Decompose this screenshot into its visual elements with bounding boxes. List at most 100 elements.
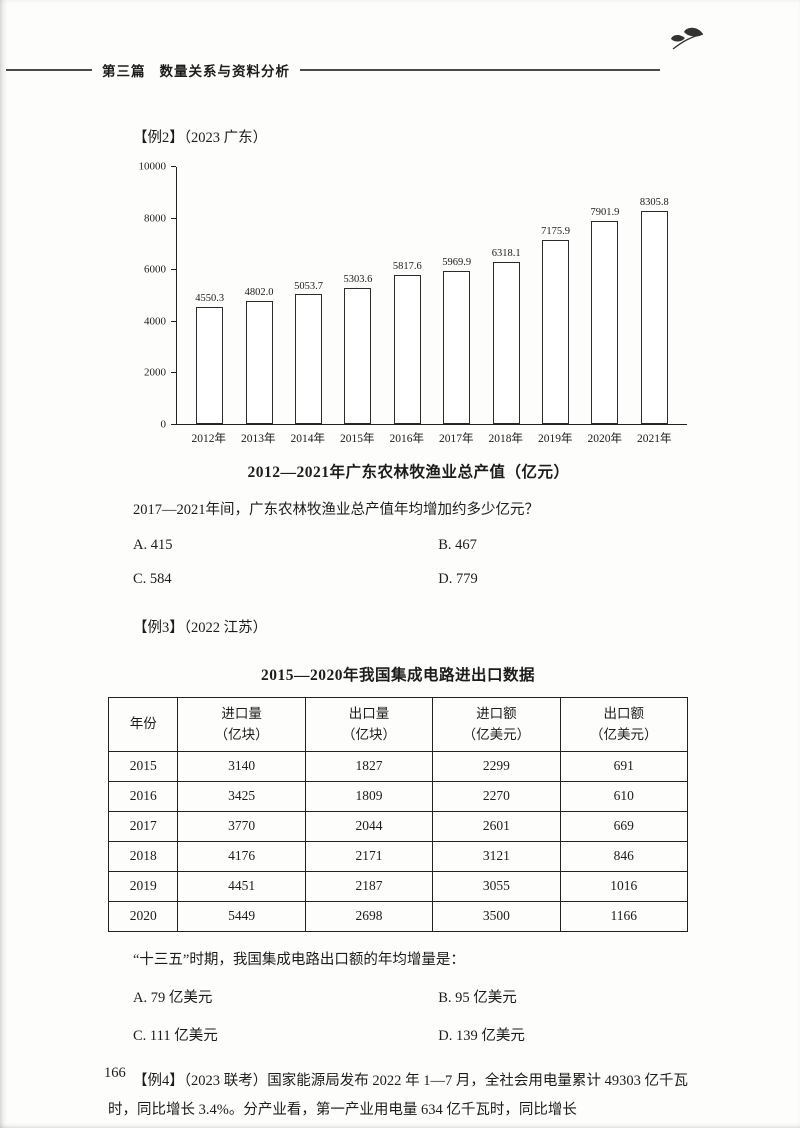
table-header-row: 年份 进口量 （亿块） 出口量 （亿块） 进口额 （亿美元） <box>107 696 689 752</box>
table-cell: 2017 <box>107 810 179 842</box>
x-axis-label: 2012年 <box>191 433 227 445</box>
header-line: （亿块） <box>342 727 397 743</box>
bar-value-label: 5969.9 <box>442 256 472 268</box>
table-row: 2020 5449 2698 3500 1166 <box>107 900 689 932</box>
table-cell: 4176 <box>177 840 306 872</box>
table-header-cell: 进口量 （亿块） <box>177 696 306 752</box>
bar-group: 7175.9 <box>531 167 580 424</box>
table-cell: 3121 <box>432 840 561 872</box>
example4-paragraph: 【例4】（2023 联考）国家能源局发布 2022 年 1—7 月，全社会用电量… <box>108 1073 688 1119</box>
table-cell: 2019 <box>107 870 179 902</box>
x-axis-label: 2014年 <box>290 433 326 445</box>
bar <box>245 300 273 424</box>
example2-option-b: B. 467 <box>438 536 477 553</box>
header-line: 进口量 <box>221 705 262 721</box>
table-cell: 1166 <box>559 900 689 932</box>
table-cell: 3500 <box>432 900 561 932</box>
example2-option-d: D. 779 <box>438 570 478 587</box>
bar <box>542 239 570 424</box>
example3-question: “十三五”时期，我国集成电路出口额的年均增量是： <box>133 951 465 968</box>
header-rule-right <box>300 69 660 71</box>
bar-value-label: 6318.1 <box>491 248 521 260</box>
table-header-cell: 出口额 （亿美元） <box>559 696 689 752</box>
header-line: （亿块） <box>214 727 269 743</box>
table-cell: 2698 <box>304 900 434 932</box>
table-cell: 2016 <box>107 780 179 812</box>
y-axis-tick-label: 0 <box>160 418 167 431</box>
bar-group: 5969.9 <box>432 167 481 424</box>
page-number: 166 <box>104 1065 126 1081</box>
example3-options: A. 79 亿美元 B. 95 亿美元 C. 111 亿美元 D. 139 亿美… <box>108 986 688 1045</box>
table-cell: 3055 <box>432 870 561 902</box>
header-line: 出口量 <box>348 705 390 721</box>
bar <box>196 307 224 424</box>
table-cell: 1827 <box>304 750 434 782</box>
header-line: 进口额 <box>476 705 517 721</box>
bar-value-label: 7175.9 <box>541 226 570 237</box>
table-cell: 1809 <box>304 780 434 812</box>
table-header-cell: 进口额 （亿美元） <box>432 696 561 752</box>
bar-group: 5303.6 <box>333 167 382 424</box>
table-cell: 2044 <box>304 810 434 842</box>
table-cell: 846 <box>559 840 689 872</box>
table-cell: 2187 <box>304 870 434 902</box>
x-axis-label: 2021年 <box>637 433 672 445</box>
example2-label: 【例2】（2023 广东） <box>133 130 268 146</box>
chart-plot: 4550.3 4802.0 5053.7 5303.6 5817.6 5969.9 6318… <box>176 167 687 425</box>
table-cell: 2171 <box>304 840 434 872</box>
bar <box>344 287 372 424</box>
table-row: 2018 4176 2171 3121 846 <box>107 840 689 872</box>
chart-y-axis: 0 2000 4000 6000 8000 10000 <box>130 161 176 430</box>
table-row: 2019 4451 2187 3055 1016 <box>107 870 689 902</box>
table-cell: 2020 <box>107 900 179 932</box>
bar-group: 6318.1 <box>481 167 530 424</box>
example3-option-b: B. 95 亿美元 <box>438 990 517 1007</box>
bar <box>393 274 421 424</box>
example2-question: 2017—2021年间，广东农林牧渔业总产值年均增加约多少亿元？ <box>133 502 539 518</box>
bar-value-label: 5817.6 <box>392 260 422 272</box>
example3-label: 【例3】（2022 江苏） <box>133 619 268 636</box>
y-axis-tick-mark <box>171 320 176 322</box>
table-body: 2015 3140 1827 2299 691 2016 3425 1809 2270 610 20… <box>107 750 689 932</box>
chart-x-labels: 2012年 2013年 2014年 2015年 2016年 2017年 2018年 2019年… <box>176 425 687 446</box>
table-cell: 2015 <box>107 750 179 782</box>
x-axis-label: 2017年 <box>439 433 474 445</box>
bar <box>640 210 668 424</box>
table-title: 2015—2020年我国集成电路进出口数据 <box>260 666 535 684</box>
example3-option-a: A. 79 亿美元 <box>133 990 213 1007</box>
header-line: （亿美元） <box>590 727 658 743</box>
header-line: 年份 <box>129 716 157 732</box>
table-head: 年份 进口量 （亿块） 出口量 （亿块） 进口额 （亿美元） <box>107 696 689 752</box>
header-title: 数量关系与资料分析 <box>159 64 290 79</box>
header-line: 出口额 <box>603 705 645 721</box>
x-axis-label: 2013年 <box>241 433 276 445</box>
y-axis-tick-mark <box>171 372 176 374</box>
y-axis-tick-mark <box>171 166 176 167</box>
x-axis-label: 2016年 <box>389 433 425 445</box>
x-axis-label: 2015年 <box>340 433 375 445</box>
bar-value-label: 7901.9 <box>590 207 620 219</box>
y-axis-tick-mark <box>171 217 176 219</box>
bar-group: 4550.3 <box>185 167 234 424</box>
table-cell: 691 <box>559 750 689 782</box>
bar-group: 7901.9 <box>580 167 629 424</box>
page-header: 第三篇 数量关系与资料分析 <box>6 60 660 80</box>
y-axis-tick-mark <box>171 269 176 271</box>
table-cell: 2270 <box>432 780 561 812</box>
table-cell: 5449 <box>177 900 306 932</box>
example3-option-d: D. 139 亿美元 <box>438 1028 525 1045</box>
bar <box>443 270 471 424</box>
example3-option-c: C. 111 亿美元 <box>133 1028 218 1045</box>
y-axis-tick-label: 6000 <box>144 263 166 276</box>
bar-group: 5053.7 <box>284 167 333 424</box>
bar-value-label: 4550.3 <box>195 293 225 305</box>
bar <box>295 294 323 424</box>
table-header-cell: 年份 <box>107 696 179 752</box>
example2-options: A. 415 B. 467 C. 584 D. 779 <box>108 537 688 588</box>
x-axis-label: 2019年 <box>538 433 573 445</box>
y-axis-tick-label: 10000 <box>138 160 167 173</box>
table-cell: 669 <box>559 810 689 842</box>
bar <box>591 220 619 424</box>
